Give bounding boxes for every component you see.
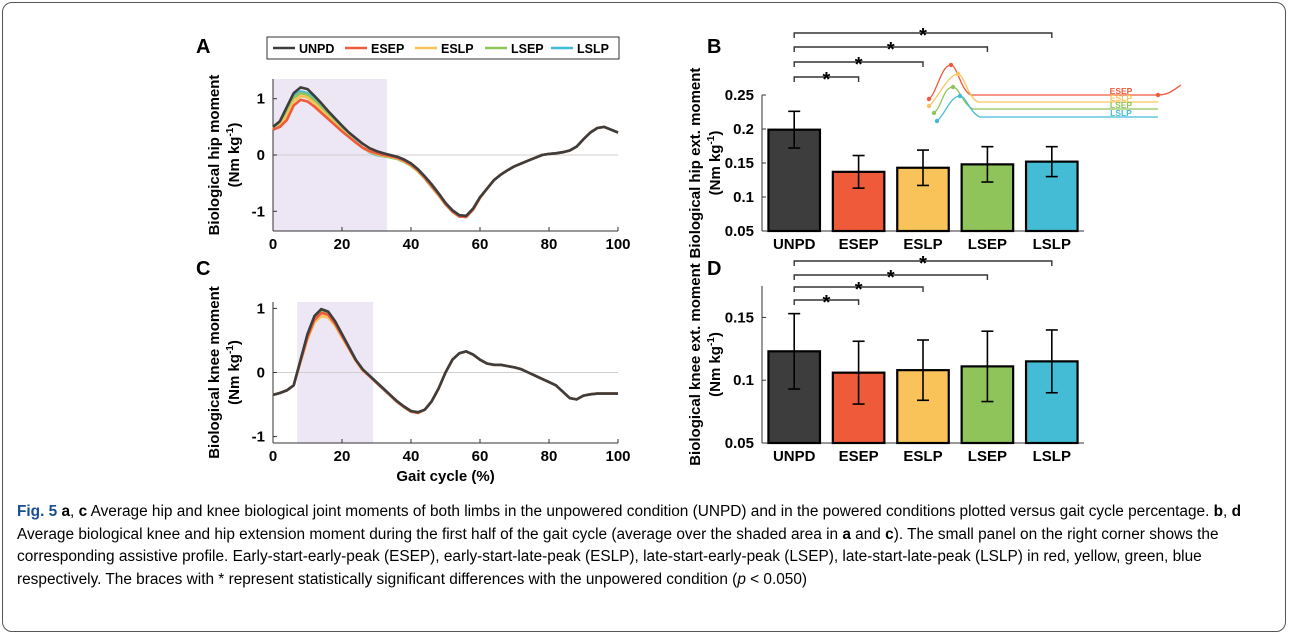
inset-start-marker <box>932 111 936 115</box>
panel-c-yunit: (Nm kg-1) <box>225 340 243 405</box>
caption-ref: c <box>885 526 894 543</box>
caption-ref: a <box>61 503 70 520</box>
panel-a-x-tick-label: 80 <box>541 236 558 253</box>
legend-label-lslp: LSLP <box>577 42 609 56</box>
caption-label: Fig. 5 <box>17 503 57 520</box>
caption-italic: p <box>737 571 746 588</box>
caption-text: , <box>1223 503 1232 520</box>
inset-end-marker <box>1156 93 1160 97</box>
inset-label-lslp: LSLP <box>1110 108 1132 118</box>
panel-b-y-tick-label: 0.05 <box>725 223 754 240</box>
caption-text: < 0.050) <box>746 571 807 588</box>
panel-d-ylabel: Biological knee ext. moment <box>687 263 704 466</box>
panel-a-x-tick-label: 0 <box>269 236 277 253</box>
legend-label-eslp: ESLP <box>441 42 474 56</box>
caption-text: , <box>70 503 79 520</box>
panel-a-y-tick-label: -1 <box>252 203 265 220</box>
panel-c-x-tick-label: 80 <box>541 448 558 465</box>
panel-a-ylabel: Biological hip moment <box>206 75 223 236</box>
panel-d-category-esep: ESEP <box>839 448 879 465</box>
panel-d-y-tick-label: 0.1 <box>733 372 754 389</box>
panel-d-letter: D <box>707 258 721 280</box>
panel-d-yunit: (Nm kg-1) <box>706 332 724 397</box>
caption-ref: d <box>1232 503 1241 520</box>
panel-d-category-eslp: ESLP <box>903 448 942 465</box>
panel-c-x-tick-label: 40 <box>403 448 420 465</box>
figure-caption: Fig. 5 a, c Average hip and knee biologi… <box>17 501 1279 591</box>
caption-ref: a <box>842 526 851 543</box>
panel-d-category-lslp: LSLP <box>1033 448 1071 465</box>
panel-d-y-tick-label: 0.05 <box>725 435 754 452</box>
panel-c-letter: C <box>196 258 210 280</box>
panel-b-category-lsep: LSEP <box>968 236 1007 253</box>
panel-d-category-unpd: UNPD <box>773 448 816 465</box>
caption-ref: c <box>79 503 88 520</box>
panel-b-y-tick-label: 0.1 <box>733 189 754 206</box>
inset-start-marker <box>927 97 931 101</box>
panel-a-letter: A <box>196 36 210 58</box>
panel-b-category-unpd: UNPD <box>773 236 816 253</box>
panel-d-category-lsep: LSEP <box>968 448 1007 465</box>
inset-peak-marker <box>958 94 962 98</box>
panel-c-y-tick-label: 0 <box>257 365 265 382</box>
inset-start-marker <box>927 104 931 108</box>
panel-b-significance-star: * <box>887 39 895 61</box>
panel-c-x-tick-label: 20 <box>334 448 351 465</box>
inset-peak-marker <box>956 72 960 76</box>
inset-peak-marker <box>951 85 955 89</box>
caption-text: Average biological knee and hip extensio… <box>17 526 842 543</box>
panel-b-letter: B <box>707 36 721 58</box>
panel-c-y-tick-label: 1 <box>257 300 265 317</box>
panel-b-category-lslp: LSLP <box>1033 236 1071 253</box>
panel-b-significance-star: * <box>919 25 927 47</box>
panel-c-x-tick-label: 60 <box>472 448 489 465</box>
caption-text: and <box>851 526 885 543</box>
panel-d-significance-star: * <box>887 267 895 289</box>
panel-c-x-tick-label: 100 <box>605 448 630 465</box>
panel-b-y-tick-label: 0.15 <box>725 155 754 172</box>
panel-c-x-tick-label: 0 <box>269 448 277 465</box>
panel-d-y-tick-label: 0.15 <box>725 309 754 326</box>
panel-d-significance-star: * <box>855 279 863 301</box>
panel-b-category-eslp: ESLP <box>903 236 942 253</box>
legend-label-unpd: UNPD <box>299 42 334 56</box>
panel-b-significance-star: * <box>855 54 863 76</box>
panel-a-y-tick-label: 0 <box>257 147 265 164</box>
panel-b-yunit: (Nm kg-1) <box>706 131 724 196</box>
legend-label-esep: ESEP <box>371 42 404 56</box>
panel-a-y-tick-label: 1 <box>257 91 265 108</box>
legend-label-lsep: LSEP <box>511 42 544 56</box>
panel-a-x-tick-label: 60 <box>472 236 489 253</box>
caption-text: Average hip and knee biological joint mo… <box>87 503 1213 520</box>
panel-b-category-esep: ESEP <box>839 236 879 253</box>
inset-peak-marker <box>949 63 953 67</box>
inset-profile-esep <box>929 65 1181 99</box>
panel-a-yunit: (Nm kg-1) <box>225 123 243 188</box>
panel-c-ylabel: Biological knee moment <box>206 286 223 459</box>
panel-a-x-tick-label: 20 <box>334 236 351 253</box>
caption-ref: b <box>1214 503 1223 520</box>
inset-start-marker <box>935 119 939 123</box>
panel-c-xlabel: Gait cycle (%) <box>396 468 494 485</box>
panel-b-ylabel: Biological hip ext. moment <box>687 68 704 259</box>
panel-b-y-tick-label: 0.25 <box>725 87 754 104</box>
panel-a-x-tick-label: 100 <box>605 236 630 253</box>
panel-b-significance-star: * <box>823 69 831 91</box>
panel-c-y-tick-label: -1 <box>252 429 265 446</box>
panel-a-x-tick-label: 40 <box>403 236 420 253</box>
panel-d-significance-star: * <box>823 292 831 314</box>
panel-b-y-tick-label: 0.2 <box>733 121 754 138</box>
panel-d-significance-star: * <box>919 253 927 275</box>
